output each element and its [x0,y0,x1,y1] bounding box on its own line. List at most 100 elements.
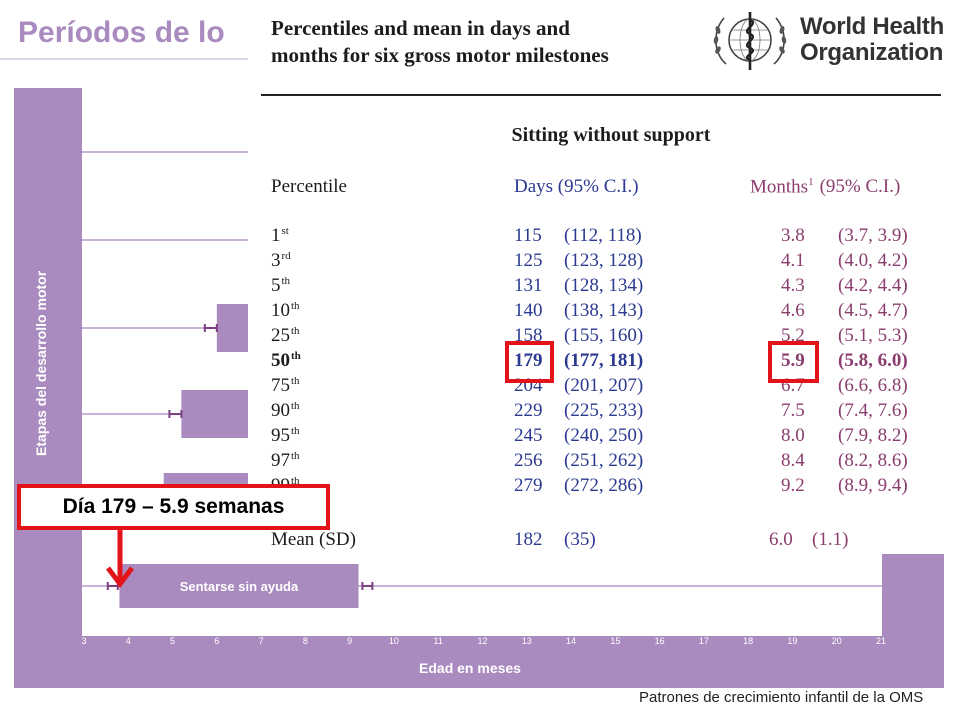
x-tick-label: 9 [347,636,352,646]
who-org-line1: World Health [800,13,944,40]
mean-days: 182 [514,529,543,550]
days-value: 179 [514,350,543,371]
mean-row: Mean (SD) 182 (35) 6.0 (1.1) [0,529,960,554]
months-ci: (8.9, 9.4) [838,475,908,496]
percentile-suffix: th [291,350,301,362]
who-org-line2: Organization [800,39,944,66]
percentile-suffix: th [291,450,300,462]
percentile-label: 97th [271,450,300,472]
percentile-label: 50th [271,350,301,372]
table-row: 3rd 125 (123, 128) 4.1 (4.0, 4.2) [0,250,960,275]
months-ci: (4.2, 4.4) [838,275,908,296]
x-tick-label: 4 [126,636,131,646]
percentile-suffix: st [281,225,289,237]
y-axis-band [14,88,82,688]
x-tick-label: 18 [743,636,753,646]
table-row: 97th 256 (251, 262) 8.4 (8.2, 8.6) [0,450,960,475]
days-ci: (272, 286) [564,475,644,496]
days-value: 131 [514,275,543,296]
who-table-panel [248,0,960,553]
months-ci: (7.9, 8.2) [838,425,908,446]
months-ci: (5.1, 5.3) [838,325,908,346]
months-value: 5.2 [781,325,805,346]
table-row: 99th279(272, 286)9.2(8.9, 9.4) [0,475,960,500]
x-tick-label: 13 [522,636,532,646]
y-axis-label: Etapas del desarrollo motor [33,270,49,456]
percentile-label: 25th [271,325,300,347]
percentile-label: 95th [271,425,300,447]
motor-milestones-chart: Etapas del desarrollo motor 3 4 5 6 7 8 9 10 11 1… [14,88,944,688]
table-row: 10th 140 (138, 143) 4.6 (4.5, 4.7) [0,300,960,325]
highlight-months-box [768,341,819,383]
x-tick-label: 11 [434,636,443,646]
sitting-whisker [361,582,374,590]
percentile-label: 75th [271,375,300,397]
percentile-suffix: th [291,325,300,337]
percentile-number: 5 [271,275,281,296]
months-value: 9.2 [781,475,805,496]
months-ci: (4.5, 4.7) [838,300,908,321]
header-divider [261,94,941,96]
percentile-number: 25 [271,325,290,346]
x-tick-label: 17 [699,636,709,646]
sitting-bar-label: Sentarse sin ayuda [180,579,299,594]
percentile-label: 90th [271,400,300,422]
months-ci: (4.0, 4.2) [838,250,908,271]
percentile-number: 50 [271,350,290,371]
percentile-suffix: rd [281,250,291,262]
percentile-suffix: th [291,475,300,487]
days-value: 140 [514,300,543,321]
who-emblem-icon [713,12,787,70]
percentile-label: 5th [271,275,290,297]
x-axis-band [82,636,944,688]
months-value: 8.4 [781,450,805,471]
percentile-suffix: th [291,375,300,387]
col-header-months-label: Months [750,176,809,198]
days-ci: (123, 128) [564,250,644,271]
table-title: Sitting without support [511,124,711,146]
days-ci: (128, 134) [564,275,644,296]
months-value: 4.3 [781,275,805,296]
days-value: 229 [514,400,543,421]
months-ci: (7.4, 7.6) [838,400,908,421]
title-divider [0,58,250,60]
months-ci: (6.6, 6.8) [838,375,908,396]
milestone-bar-partial [181,390,254,438]
days-value: 158 [514,325,543,346]
months-ci: (5.8, 6.0) [838,350,908,371]
percentile-suffix: th [291,425,300,437]
who-org-name: World Health Organization [800,14,944,66]
x-tick-label: 16 [655,636,665,646]
days-ci: (201, 207) [564,375,644,396]
percentile-label: 10th [271,300,300,322]
col-header-percentile: Percentile [271,176,347,197]
percentile-suffix: th [291,400,300,412]
callout-text: Día 179 – 5.9 semanas [62,495,285,518]
percentile-suffix: th [281,275,291,287]
months-value: 5.9 [781,350,805,371]
percentile-number: 10 [271,300,290,321]
days-value: 279 [514,475,543,496]
days-ci: (251, 262) [564,450,644,471]
x-tick-label: 21 [876,636,886,646]
months-value: 8.0 [781,425,805,446]
col-header-months-footnote: 1 [808,176,814,188]
x-axis-ticks: 3 4 5 6 7 8 9 10 11 12 13 14 15 16 17 18 19 20 21 [81,636,886,646]
percentile-number: 1 [271,225,281,246]
x-axis-label: Edad en meses [419,660,521,676]
milestone-bar-partial [216,304,254,352]
x-tick-label: 7 [259,636,264,646]
table-row: 90th 229 (225, 233) 7.5 (7.4, 7.6) [0,400,960,425]
table-row: 25th 158 (155, 160) 5.2 (5.1, 5.3) [0,325,960,350]
milestone-whisker [203,324,218,332]
who-title-line2: months for six gross motor milestones [271,43,609,67]
slide-title: Períodos de lo [18,16,225,49]
percentile-number: 75 [271,375,290,396]
days-value: 256 [514,450,543,471]
months-value: 4.1 [781,250,805,271]
callout-arrow-icon [106,528,134,589]
days-ci: (240, 250) [564,425,644,446]
callout-box: Día 179 – 5.9 semanas [17,484,330,530]
x-tick-label: 15 [610,636,620,646]
table-row: 50th 179 (177, 181) 5.9 (5.8, 6.0) [0,350,960,375]
